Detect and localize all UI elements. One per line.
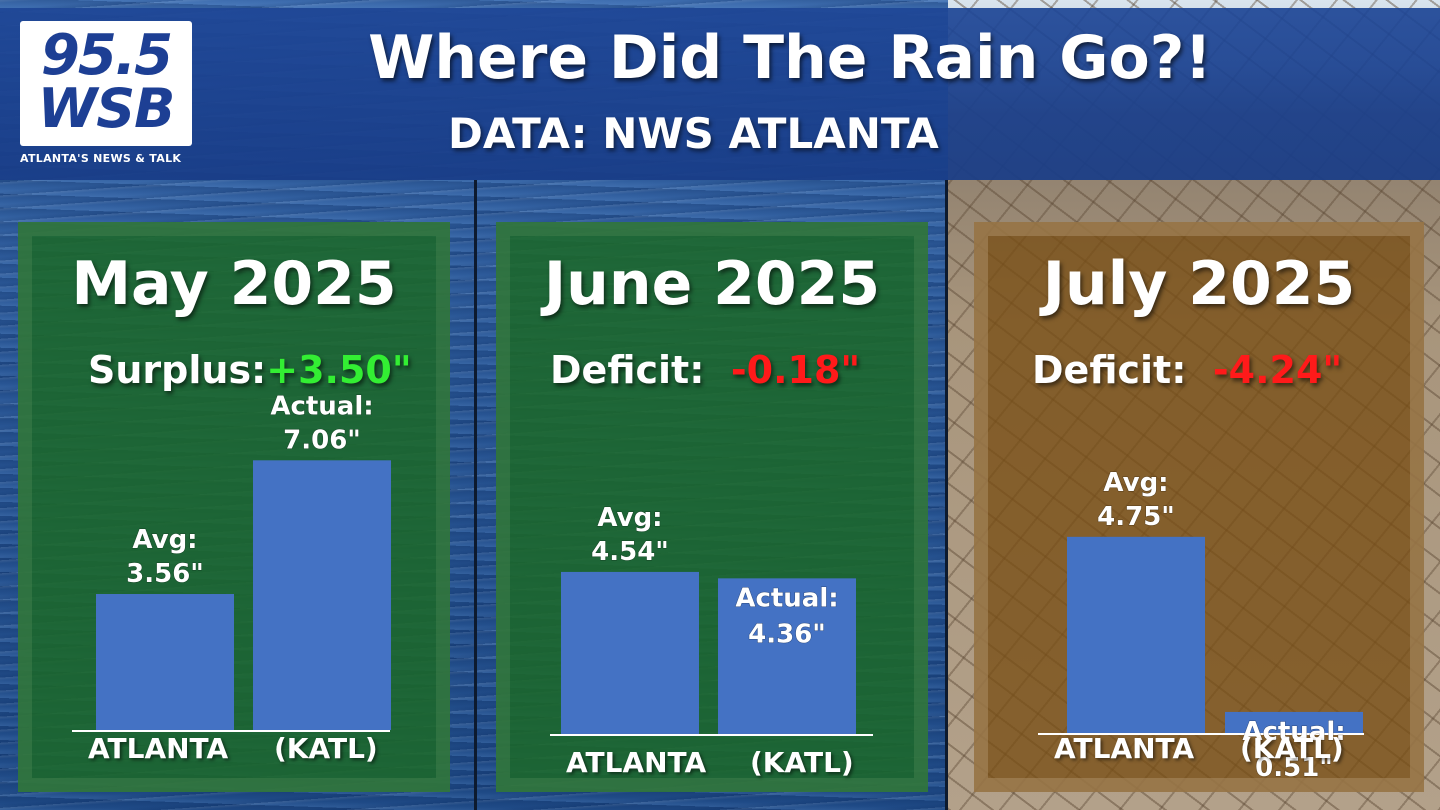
bar-label-actual: Actual: — [735, 583, 838, 613]
summary: Deficit: -0.18" — [550, 346, 860, 394]
logo-callsign: WSB — [37, 77, 176, 140]
header-band — [0, 8, 1440, 180]
chart-title: June 2025 — [543, 249, 881, 319]
bar-label-actual: Actual: — [1242, 717, 1345, 747]
bar-chart: Avg: 4.75" Actual: 0.51" — [1038, 467, 1364, 778]
data-source: DATA: NWS ATLANTA — [448, 109, 939, 158]
bar-actual — [253, 460, 391, 730]
bar-avg — [1067, 536, 1205, 733]
panel-divider — [474, 180, 477, 810]
bar-chart: Avg: 4.54" Actual: 4.36" — [550, 502, 873, 736]
summary-label: Deficit: — [550, 348, 705, 392]
summary: Surplus:+3.50" — [88, 346, 412, 394]
bar-actual — [1225, 711, 1363, 733]
chart-title: May 2025 — [71, 249, 397, 319]
summary-label: Deficit: — [1032, 348, 1187, 392]
bar-value-avg: 3.56" — [126, 559, 204, 589]
logo-frequency: 95.5 — [40, 23, 173, 88]
bar-value-actual: 7.06" — [283, 425, 361, 455]
summary-value: -0.18" — [730, 348, 861, 392]
chart-panel-may: May 2025 Surplus:+3.50" Avg: 3.56" Actual:… — [18, 222, 450, 792]
bar-actual — [718, 578, 856, 734]
summary-value: -4.24" — [1212, 348, 1343, 392]
chart-title: July 2025 — [1042, 249, 1356, 319]
x-label-right: (KATL) — [1240, 732, 1344, 765]
x-label-left: ATLANTA — [1054, 732, 1195, 765]
bar-value-actual: 0.51" — [1255, 753, 1333, 778]
page-title: Where Did The Rain Go?! — [368, 23, 1212, 93]
x-label-right: (KATL) — [274, 732, 378, 765]
bar-label-avg: Avg: — [597, 503, 662, 533]
bar-value-actual: 4.36" — [748, 619, 826, 649]
x-label-left: ATLANTA — [88, 732, 229, 765]
summary: Deficit: -4.24" — [1032, 346, 1342, 394]
bar-value-avg: 4.54" — [591, 537, 669, 567]
bar-chart: Avg: 3.56" Actual: 7.06" — [72, 391, 391, 732]
chart-panel-july: July 2025 Deficit: -4.24" Avg: 4.75" Actua… — [974, 222, 1424, 792]
summary-value: +3.50" — [266, 348, 412, 392]
bar-label-avg: Avg: — [132, 525, 197, 555]
summary-label: Surplus: — [88, 348, 267, 392]
chart-panel-june: June 2025 Deficit: -0.18" Avg: 4.54" Actua… — [496, 222, 928, 792]
x-label-left: ATLANTA — [566, 746, 707, 779]
x-label-right: (KATL) — [750, 746, 854, 779]
logo-tagline: ATLANTA'S NEWS & TALK — [20, 152, 182, 165]
bar-label-avg: Avg: — [1103, 468, 1168, 498]
panel-divider — [945, 180, 948, 810]
bar-avg — [561, 571, 699, 734]
bar-avg — [96, 594, 234, 730]
bar-label-actual: Actual: — [270, 391, 373, 421]
station-logo: 95.5 WSB — [20, 21, 192, 146]
bar-value-avg: 4.75" — [1097, 502, 1175, 532]
